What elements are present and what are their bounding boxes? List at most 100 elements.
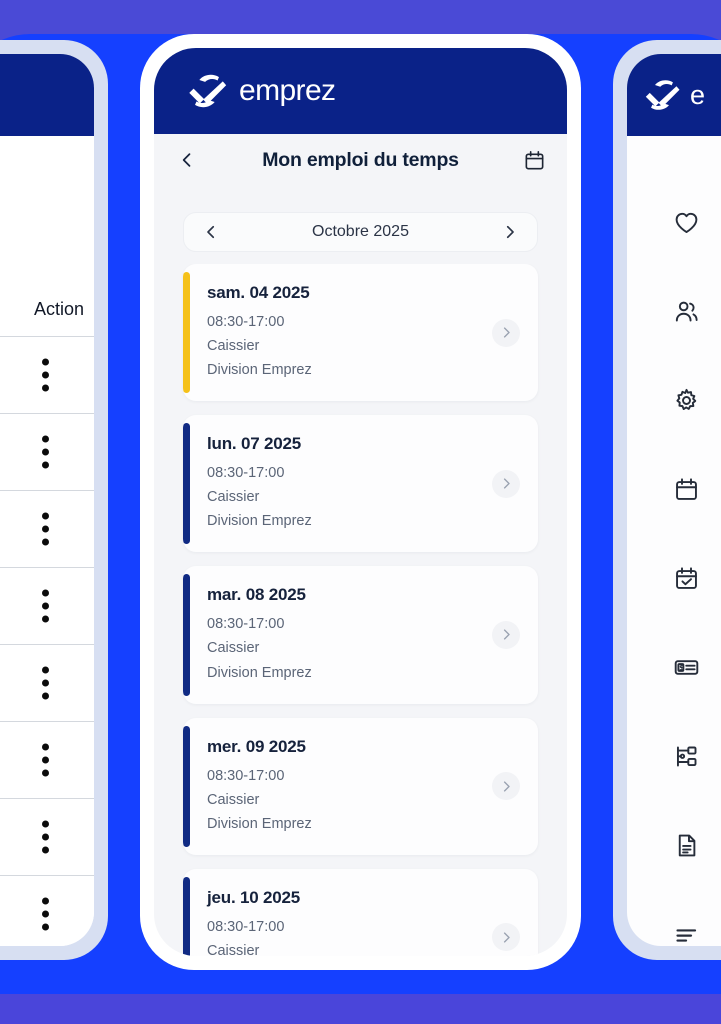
chevron-right-icon <box>499 930 514 945</box>
more-vertical-icon[interactable] <box>42 666 49 700</box>
table-row <box>0 336 94 413</box>
calendar-icon <box>523 149 546 172</box>
svg-text:$: $ <box>679 663 684 672</box>
column-header-action: Action <box>33 299 84 319</box>
nav-item-schedule[interactable] <box>627 534 721 623</box>
nav-item-settings[interactable] <box>627 356 721 445</box>
shift-detail-button[interactable] <box>492 923 520 952</box>
page-header: Mon emploi du temps <box>154 134 567 186</box>
shift-date: sam. 04 2025 <box>207 283 310 302</box>
chevron-left-icon <box>177 150 197 170</box>
shift-time-range: 08:30-17:00 <box>207 465 285 482</box>
nav-item-employees[interactable] <box>627 267 721 356</box>
app-logo-text: emprez <box>239 74 336 107</box>
right-phone-mockup: e $ <box>613 40 721 960</box>
more-vertical-icon[interactable] <box>42 435 49 469</box>
shift-card[interactable]: sam. 04 2025 08:30-17:00 Caissier Division … <box>183 264 538 402</box>
shift-card[interactable]: mar. 08 2025 08:30-17:00 Caissier Division … <box>183 566 538 704</box>
shift-role: Caissier <box>207 489 260 506</box>
shift-list[interactable]: sam. 04 2025 08:30-17:00 Caissier Division … <box>154 264 567 956</box>
current-month-label: Octobre 2025 <box>312 223 409 240</box>
table-row <box>0 721 94 798</box>
table-body <box>0 336 94 946</box>
nav-item-organization[interactable] <box>627 712 721 801</box>
shift-role: Caissier <box>207 791 260 808</box>
side-navigation: $ <box>627 136 721 946</box>
right-app-topbar: e <box>627 54 721 136</box>
shift-date: mer. 09 2025 <box>207 736 306 756</box>
chevron-right-icon <box>499 476 514 491</box>
calendar-icon <box>673 476 700 503</box>
more-vertical-icon[interactable] <box>42 512 49 546</box>
shift-role: Caissier <box>207 640 260 657</box>
shift-role: Caissier <box>207 942 260 956</box>
org-chart-icon <box>673 743 700 770</box>
calendar-picker-button[interactable] <box>519 145 549 175</box>
shift-detail-button[interactable] <box>492 318 520 347</box>
table-row <box>0 413 94 490</box>
payment-card-icon: $ <box>673 654 700 681</box>
more-vertical-icon[interactable] <box>42 743 49 777</box>
more-vertical-icon[interactable] <box>42 897 49 931</box>
nav-item-calendar[interactable] <box>627 445 721 534</box>
shift-division: Division Emprez <box>207 513 312 530</box>
next-month-button[interactable] <box>497 219 523 245</box>
shift-status-accent-bar <box>183 272 190 394</box>
shift-detail-button[interactable] <box>492 620 520 649</box>
right-phone-screen: e $ <box>627 54 721 946</box>
nav-item-reports[interactable] <box>627 890 721 946</box>
shift-status-accent-bar <box>183 574 190 696</box>
more-vertical-icon[interactable] <box>42 589 49 623</box>
data-table: Action <box>0 136 94 946</box>
left-phone-screen: Action <box>0 54 94 946</box>
shift-card[interactable]: mer. 09 2025 08:30-17:00 Caissier Division … <box>183 717 538 855</box>
month-navigator: Octobre 2025 <box>183 212 538 252</box>
app-logo: e <box>641 74 705 116</box>
nav-item-payroll[interactable]: $ <box>627 623 721 712</box>
emprez-logo-icon <box>184 68 230 114</box>
table-row <box>0 490 94 567</box>
shift-card[interactable]: jeu. 10 202508:30-17:00CaissierDivision … <box>183 868 538 956</box>
chevron-left-icon <box>202 223 220 241</box>
shift-division: Division Emprez <box>207 815 312 832</box>
app-logo-text: e <box>690 79 705 110</box>
calendar-check-icon <box>673 565 700 592</box>
shift-role: Caissier <box>207 338 260 355</box>
shift-card[interactable]: lun. 07 2025 08:30-17:00 Caissier Division … <box>183 415 538 553</box>
shift-status-accent-bar <box>183 876 190 956</box>
chevron-right-icon <box>499 325 514 340</box>
table-row <box>0 567 94 644</box>
app-logo[interactable]: emprez <box>184 68 336 114</box>
shift-division: Division Emprez <box>207 362 312 379</box>
shift-time-range: 08:30-17:00 <box>207 767 285 784</box>
chevron-right-icon <box>499 627 514 642</box>
shift-time-range: 08:30-17:00 <box>207 314 285 330</box>
previous-month-button[interactable] <box>198 219 224 245</box>
app-topbar: emprez <box>154 48 567 134</box>
nav-item-documents[interactable] <box>627 801 721 890</box>
table-row <box>0 644 94 721</box>
shift-detail-button[interactable] <box>492 469 520 498</box>
document-icon <box>673 832 700 859</box>
center-phone-mockup: emprez Mon emploi du temps <box>140 34 581 970</box>
shift-date: lun. 07 2025 <box>207 434 301 454</box>
shift-status-accent-bar <box>183 423 190 545</box>
chevron-right-icon <box>499 779 514 794</box>
chevron-right-icon <box>501 223 519 241</box>
center-phone-screen: emprez Mon emploi du temps <box>154 48 567 956</box>
more-vertical-icon[interactable] <box>42 358 49 392</box>
nav-item-favorites[interactable] <box>627 178 721 267</box>
emprez-logo-icon <box>641 74 683 116</box>
page-title: Mon emploi du temps <box>262 148 459 171</box>
table-row <box>0 875 94 946</box>
shift-time-range: 08:30-17:00 <box>207 918 285 935</box>
left-app-topbar <box>0 54 94 136</box>
users-icon <box>673 298 700 325</box>
shift-detail-button[interactable] <box>492 772 520 801</box>
more-vertical-icon[interactable] <box>42 820 49 854</box>
table-header-row: Action <box>0 299 94 333</box>
back-button[interactable] <box>172 145 202 175</box>
left-phone-mockup: Action <box>0 40 108 960</box>
shift-status-accent-bar <box>183 725 190 847</box>
